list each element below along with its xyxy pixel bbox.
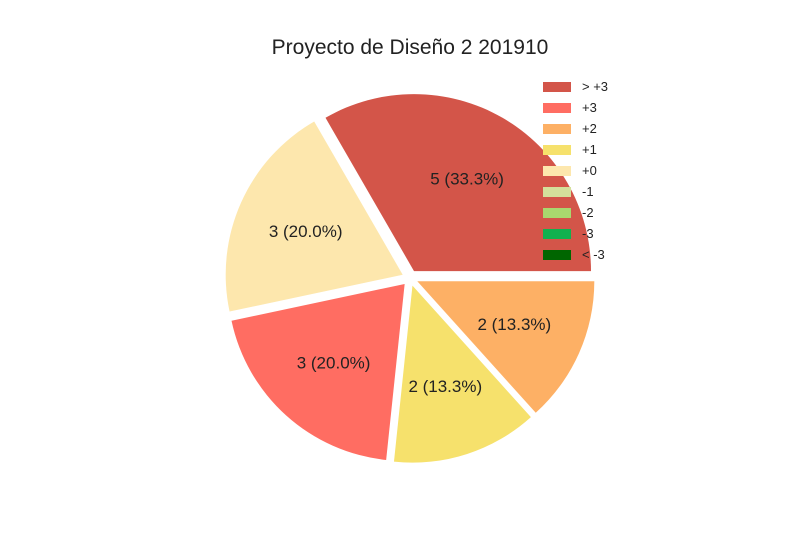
legend-swatch: [543, 207, 571, 218]
legend-label: -2: [582, 205, 594, 220]
pie-slice-2: [231, 283, 405, 460]
legend-item[interactable]: -3: [543, 223, 653, 244]
legend-label: +2: [582, 121, 597, 136]
legend-item[interactable]: +1: [543, 139, 653, 160]
pie-slice-0: [325, 94, 591, 272]
legend-item[interactable]: > +3: [543, 76, 653, 97]
pie-slice-1: [225, 121, 403, 312]
legend-swatch: [543, 186, 571, 197]
legend-item[interactable]: -2: [543, 202, 653, 223]
slice-label-1: 3 (20.0%): [269, 222, 343, 241]
legend-item[interactable]: +2: [543, 118, 653, 139]
legend-label: +0: [582, 163, 597, 178]
slice-label-2: 3 (20.0%): [297, 353, 371, 372]
slice-label-4: 2 (13.3%): [477, 315, 551, 334]
legend-swatch: [543, 144, 571, 155]
legend-item[interactable]: < -3: [543, 244, 653, 265]
chart-title: Proyecto de Diseño 2 201910: [271, 36, 549, 59]
legend-swatch: [543, 123, 571, 134]
legend-swatch: [543, 228, 571, 239]
legend-label: > +3: [582, 79, 609, 94]
slice-label-0: 5 (33.3%): [430, 170, 504, 189]
legend-label: < -3: [582, 247, 605, 262]
legend-item[interactable]: -1: [543, 181, 653, 202]
legend-item[interactable]: +0: [543, 160, 653, 181]
legend-label: -1: [582, 184, 594, 199]
pie-slice-3: [393, 285, 531, 463]
legend-swatch: [543, 81, 571, 92]
legend: > +3 +3 +2 +1 +0 -1 -2 -3 < -3: [543, 76, 653, 265]
legend-swatch: [543, 165, 571, 176]
slice-label-3: 2 (13.3%): [408, 377, 482, 396]
legend-label: +3: [582, 100, 597, 115]
legend-swatch: [543, 102, 571, 113]
legend-label: +1: [582, 142, 597, 157]
legend-item[interactable]: +3: [543, 97, 653, 118]
legend-swatch: [543, 249, 571, 260]
pie-slice-4: [417, 281, 595, 413]
legend-label: -3: [582, 226, 594, 241]
